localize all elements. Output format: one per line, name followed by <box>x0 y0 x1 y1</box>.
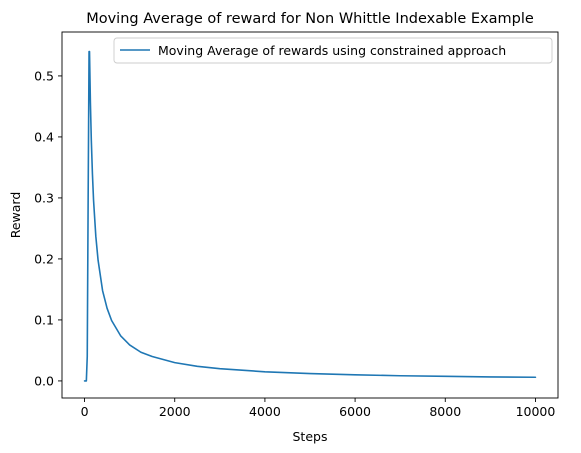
y-tick-label: 0.3 <box>34 190 54 205</box>
x-axis-ticks: 0 2000 4000 6000 8000 10000 <box>81 398 556 419</box>
legend-box <box>113 37 553 64</box>
x-tick-label: 0 <box>81 404 89 419</box>
y-tick-label: 0.0 <box>34 373 54 388</box>
plot-frame <box>61 31 559 399</box>
y-tick-label: 0.1 <box>34 312 54 327</box>
x-tick-label: 10000 <box>516 404 556 419</box>
x-axis-label: Steps <box>293 429 328 444</box>
y-axis-label: Reward <box>8 192 23 239</box>
x-tick-label: 2000 <box>159 404 191 419</box>
x-tick-label: 8000 <box>429 404 461 419</box>
series-line-constrained-approach <box>83 50 537 382</box>
x-tick-label: 4000 <box>249 404 281 419</box>
y-tick-label: 0.5 <box>34 68 54 83</box>
y-tick-label: 0.2 <box>34 251 54 266</box>
legend: Moving Average of rewards using constrai… <box>113 37 553 64</box>
y-tick-label: 0.4 <box>34 129 54 144</box>
plot-area <box>62 32 558 398</box>
legend-label: Moving Average of rewards using constrai… <box>158 43 506 58</box>
chart-title: Moving Average of reward for Non Whittle… <box>86 11 534 27</box>
y-axis-ticks: 0.0 0.1 0.2 0.3 0.4 0.5 <box>34 68 62 388</box>
x-tick-label: 6000 <box>339 404 371 419</box>
